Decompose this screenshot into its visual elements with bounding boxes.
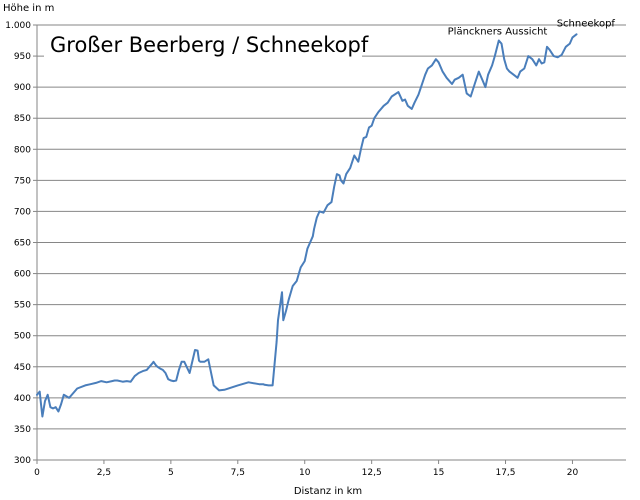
y-tick-label: 600	[14, 270, 31, 280]
x-tick-label: 12,5	[362, 468, 382, 478]
y-tick-label: 750	[14, 176, 31, 186]
y-tick-label: 700	[14, 207, 31, 217]
y-axis-title: Höhe in m	[3, 3, 54, 14]
y-tick-label: 550	[14, 301, 31, 311]
y-tick-label: 1.000	[5, 21, 31, 31]
annotation-label: Schneekopf	[557, 18, 616, 29]
x-axis-title: Distanz in km	[294, 486, 362, 497]
y-tick-label: 450	[14, 363, 31, 373]
y-tick-label: 650	[14, 239, 31, 249]
x-tick-label: 2,5	[97, 468, 111, 478]
annotations: Plänckners Aussicht Schneekopf	[448, 18, 616, 37]
gridlines	[37, 24, 626, 430]
y-tick-label: 400	[14, 394, 31, 404]
title-box	[44, 30, 362, 60]
y-tick-label: 950	[14, 52, 31, 62]
y-tick-labels: 300 350 400 450 500 550 600 650 700 750 800 850 900 9…	[5, 21, 37, 466]
x-tick-label: 7,5	[231, 468, 245, 478]
x-tick-label: 0	[34, 468, 40, 478]
x-tick-labels: 0 2,5 5 7,5 10 12,5 15 17,5 20	[34, 460, 578, 478]
x-tick-label: 15	[433, 468, 444, 478]
y-tick-label: 850	[14, 114, 31, 124]
x-tick-label: 20	[567, 468, 579, 478]
y-tick-label: 800	[14, 145, 31, 155]
y-tick-label: 900	[14, 83, 31, 93]
elevation-series-line	[36, 33, 578, 418]
x-tick-label: 5	[168, 468, 174, 478]
chart-title: Großer Beerberg / Schneekopf	[50, 33, 369, 57]
x-tick-label: 10	[299, 468, 311, 478]
y-tick-label: 300	[14, 456, 31, 466]
annotation-label: Plänckners Aussicht	[448, 27, 548, 38]
y-tick-label: 350	[14, 425, 31, 435]
y-tick-label: 500	[14, 332, 31, 342]
x-tick-label: 17,5	[495, 468, 515, 478]
